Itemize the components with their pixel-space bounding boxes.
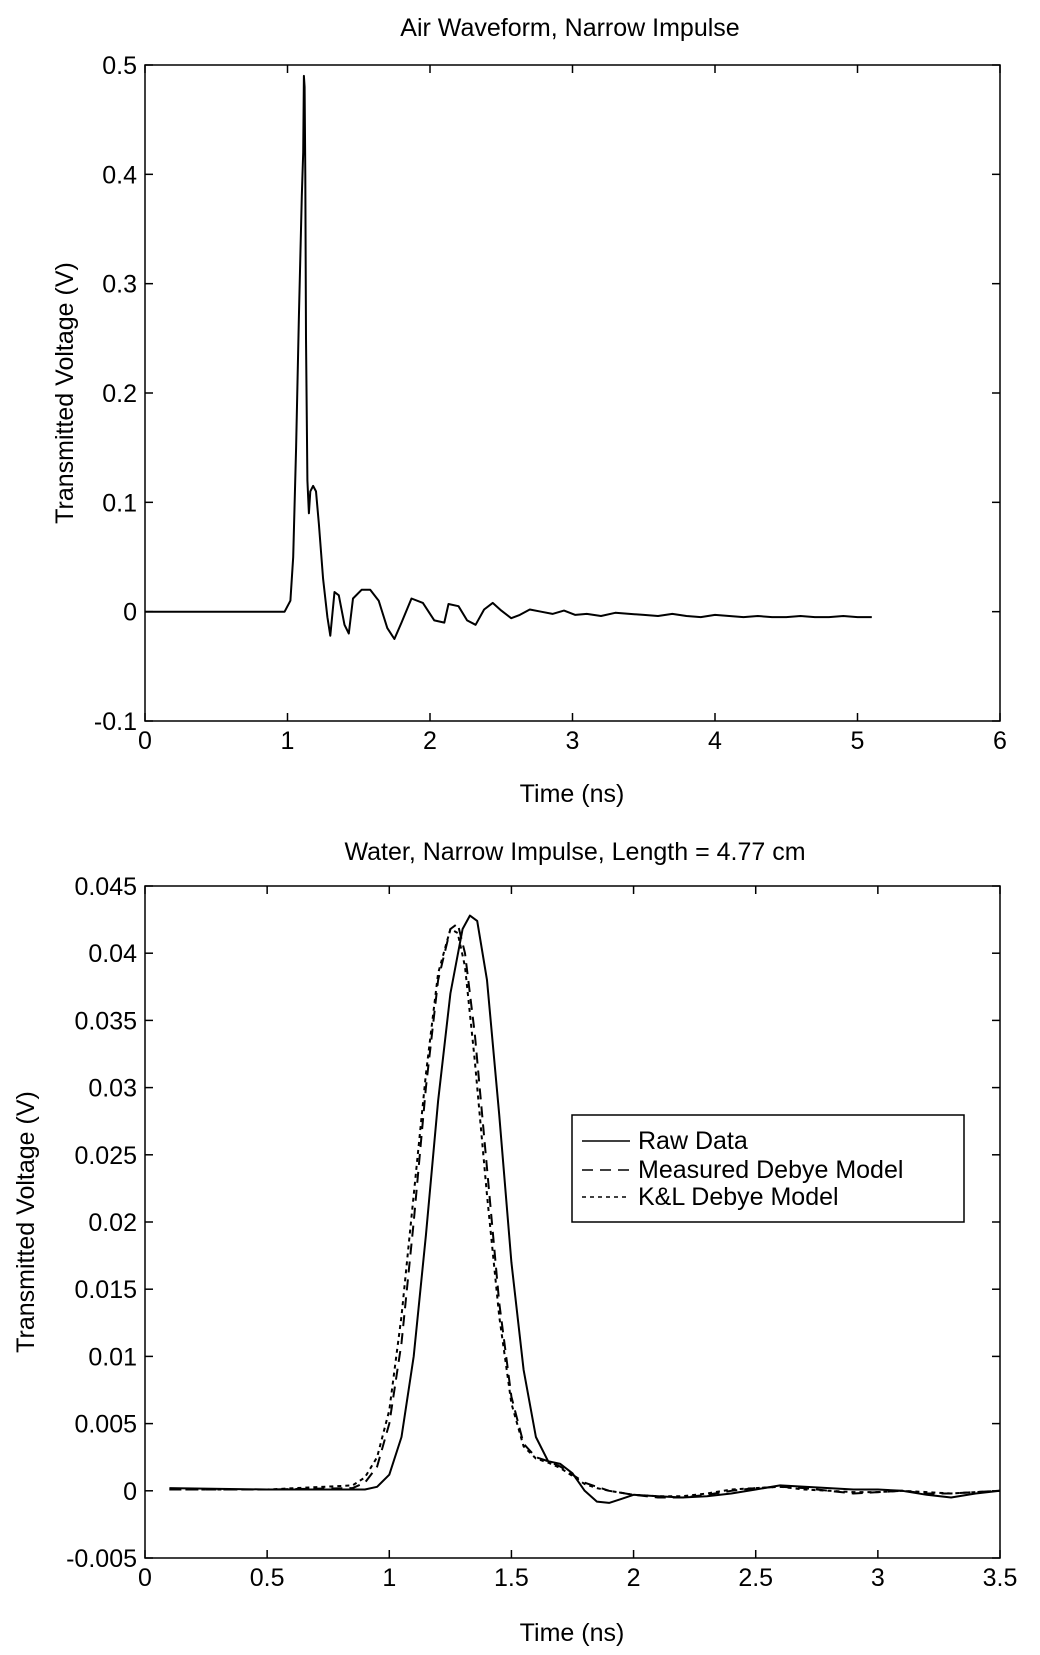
series-line-waveform-0 [145, 74, 872, 640]
y-tick-label: 0 [123, 1478, 137, 1506]
y-tick-label: 0.035 [74, 1007, 137, 1035]
y-tick-label: 0.2 [102, 380, 137, 408]
x-tick-label: 5 [851, 727, 865, 755]
x-tick-label: 2 [423, 727, 437, 755]
y-tick-label: 0.03 [88, 1075, 137, 1103]
legend-label-raw-data: Raw Data [638, 1127, 748, 1155]
x-tick-label: 2 [627, 1564, 641, 1592]
x-axis-label: Time (ns) [520, 1619, 625, 1647]
y-axis-label: Transmitted Voltage (V) [51, 262, 79, 524]
legend-label-kl-debye: K&L Debye Model [638, 1183, 839, 1211]
chart-title: Water, Narrow Impulse, Length = 4.77 cm [344, 838, 805, 866]
y-tick-label: -0.1 [94, 708, 137, 736]
y-tick-label: 0.5 [102, 52, 137, 80]
x-axis-label: Time (ns) [520, 780, 625, 808]
x-tick-label: 0 [138, 1564, 152, 1592]
y-tick-label: 0.015 [74, 1276, 137, 1304]
y-tick-label: 0.3 [102, 271, 137, 299]
x-tick-label: 0.5 [250, 1564, 285, 1592]
legend-label-measured-debye: Measured Debye Model [638, 1156, 903, 1184]
y-tick-label: 0.01 [88, 1343, 137, 1371]
chart-water-impulse: Water, Narrow Impulse, Length = 4.77 cm … [12, 838, 1017, 1647]
y-tick-labels: -0.1 0 0.1 0.2 0.3 0.4 0.5 [94, 52, 137, 736]
legend-box [571, 1114, 965, 1223]
y-tick-label: 0.1 [102, 489, 137, 517]
x-tick-label: 6 [993, 727, 1007, 755]
y-tick-label: 0.025 [74, 1142, 137, 1170]
x-tick-label: 3 [871, 1564, 885, 1592]
x-tick-label: 2.5 [738, 1564, 773, 1592]
x-tick-label: 4 [708, 727, 722, 755]
y-tick-label: 0 [123, 599, 137, 627]
y-tick-label: 0.4 [102, 161, 137, 189]
y-axis-label: Transmitted Voltage (V) [12, 1091, 40, 1353]
x-tick-label: 1 [281, 727, 295, 755]
series-line-k-l-debye-model [169, 928, 1001, 1498]
y-tick-label: 0.02 [88, 1209, 137, 1237]
chart-air-waveform: Air Waveform, Narrow Impulse -0.100.10.2… [51, 14, 1007, 808]
x-tick-label: 1 [382, 1564, 396, 1592]
x-tick-labels: 0 0.5 1 1.5 2 2.5 3 3.5 [138, 1564, 1017, 1592]
x-tick-label: 1.5 [494, 1564, 529, 1592]
y-tick-label: 0.045 [74, 873, 137, 901]
y-tick-label: 0.005 [74, 1411, 137, 1439]
legend: Raw Data Measured Debye Model K&L Debye … [571, 1114, 965, 1223]
y-tick-label: 0.04 [88, 940, 137, 968]
x-tick-labels: 0 1 2 3 4 5 6 [138, 727, 1007, 755]
x-tick-label: 3.5 [983, 1564, 1018, 1592]
tick-marks [144, 885, 1001, 1559]
x-tick-label: 3 [566, 727, 580, 755]
series-lines [145, 74, 872, 640]
chart-title: Air Waveform, Narrow Impulse [400, 14, 739, 42]
series-lines [169, 914, 1001, 1504]
x-tick-label: 0 [138, 727, 152, 755]
y-tick-labels: -0.005 0 0.005 0.01 0.015 0.02 0.025 0.03 0.035 0… [66, 873, 137, 1573]
series-line-raw-data [169, 914, 1001, 1504]
tick-marks [144, 64, 1001, 722]
y-tick-label: -0.005 [66, 1545, 137, 1573]
